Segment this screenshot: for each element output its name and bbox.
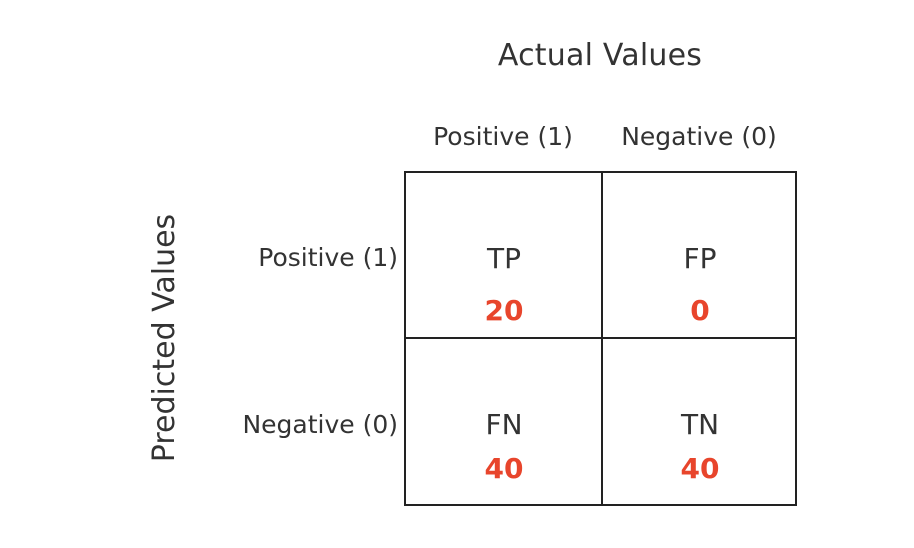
- cell-true-negative: TN 40: [602, 405, 798, 489]
- cell-code: FP: [683, 242, 717, 275]
- cell-code: FN: [485, 408, 523, 441]
- cell-code: TP: [487, 242, 521, 275]
- diagram-title: Actual Values: [497, 38, 703, 73]
- column-label-positive: Positive (1): [433, 122, 573, 151]
- cell-code: TN: [680, 408, 720, 441]
- cell-false-positive: FP 0: [602, 239, 798, 331]
- y-axis-label: Predicted Values: [147, 213, 182, 463]
- row-label-positive: Positive (1): [258, 243, 398, 272]
- cell-value: 40: [680, 452, 720, 485]
- cell-true-positive: TP 20: [406, 239, 602, 331]
- cell-value: 20: [484, 294, 524, 327]
- row-label-negative: Negative (0): [242, 410, 398, 439]
- grid-horizontal-divider: [406, 337, 795, 339]
- cell-false-negative: FN 40: [406, 405, 602, 489]
- cell-value: 40: [484, 452, 524, 485]
- matrix-grid: TP 20 FP 0 FN 40 TN 40: [404, 171, 797, 506]
- cell-value: 0: [690, 294, 710, 327]
- column-label-negative: Negative (0): [621, 122, 777, 151]
